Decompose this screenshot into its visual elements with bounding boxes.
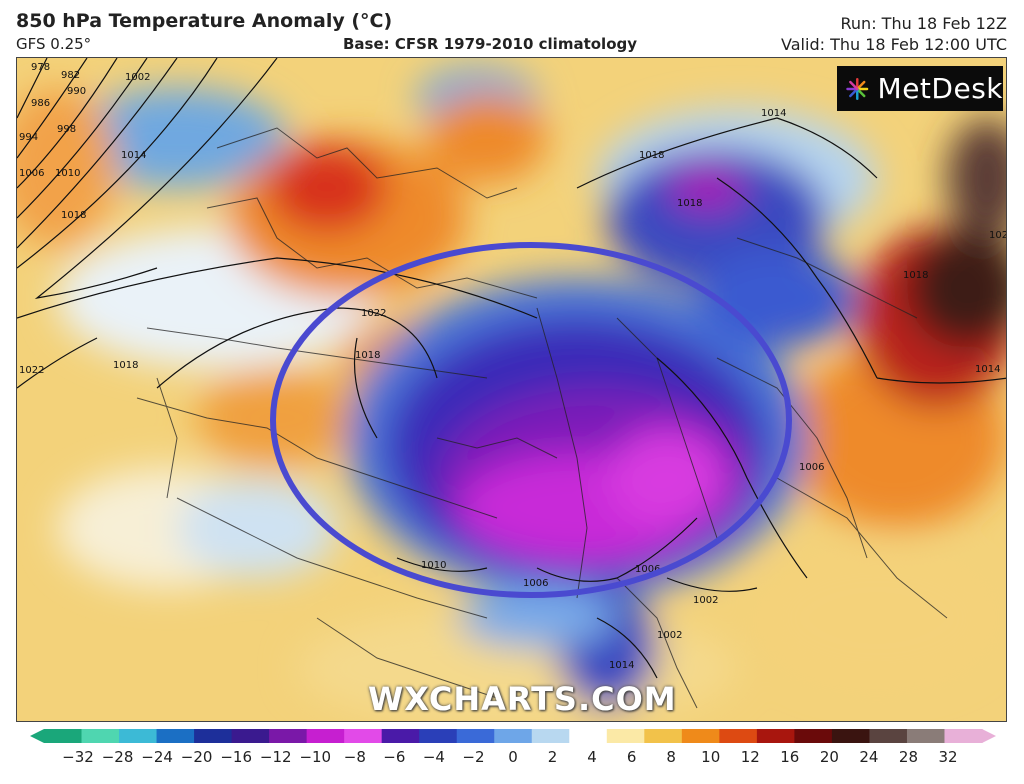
colorbar (30, 728, 996, 743)
isobar-label: 1018 (677, 198, 702, 209)
colorbar-segment (644, 729, 683, 743)
colorbar-segment (306, 729, 345, 743)
colorbar-tick-label: 32 (938, 748, 958, 766)
colorbar-ticks: −32 −28 −24 −20 −16 −12 −10 −8 −6 −4 −2 0 2 4 6 8 10 12 16… (0, 748, 1024, 768)
colorbar-tick-label: 4 (587, 748, 597, 766)
isobar-label: 1006 (19, 168, 44, 179)
isobar-label: 1018 (903, 270, 928, 281)
colorbar-tick-label: 6 (626, 748, 637, 766)
isobar-label: 1014 (609, 660, 634, 671)
isobar-label: 1014 (761, 108, 786, 119)
colorbar-tick-label: −16 (220, 748, 252, 766)
colorbar-right-arrow (982, 729, 996, 743)
isobar-label: 1014 (975, 364, 1000, 375)
colorbar-segment (456, 729, 495, 743)
colorbar-segment (156, 729, 195, 743)
colorbar-segment (719, 729, 758, 743)
colorbar-tick-label: 2 (547, 748, 558, 766)
colorbar-segment (681, 729, 720, 743)
chart-title: 850 hPa Temperature Anomaly (°C) (16, 10, 393, 32)
highlight-ellipse (270, 242, 792, 598)
isobar-label: 1022 (989, 230, 1007, 241)
isobar-labels: 978 982 986 990 994 998 1002 1006 1010 1… (19, 62, 1007, 671)
run-time-label: Run: Thu 18 Feb 12Z (840, 14, 1007, 33)
colorbar-tick-label: −12 (259, 748, 292, 766)
colorbar-tick-label: −28 (101, 748, 134, 766)
isobar-label: 1006 (635, 564, 660, 575)
isobar-label: 1018 (639, 150, 664, 161)
colorbar-tick-label: −4 (422, 748, 445, 766)
model-label: GFS 0.25° (16, 35, 92, 53)
colorbar-segment (494, 729, 533, 743)
colorbar-tick-label: 28 (898, 748, 918, 766)
colorbar-tick-label: −6 (383, 748, 406, 766)
colorbar-tick-label: −10 (299, 748, 332, 766)
anomaly-field (17, 68, 1006, 721)
isobar-label: 1002 (693, 595, 718, 606)
colorbar-tick-label: 16 (780, 748, 800, 766)
isobar-label: 1018 (113, 360, 138, 371)
colorbar-segment (606, 729, 645, 743)
colorbar-segment (531, 729, 570, 743)
colorbar-tick-label: 0 (508, 748, 518, 766)
colorbar-segment (569, 729, 608, 743)
colorbar-tick-label: 12 (740, 748, 760, 766)
map-canvas: 978 982 986 990 994 998 1002 1006 1010 1… (17, 58, 1007, 721)
metdesk-burst-icon (846, 77, 869, 100)
metdesk-logo: MetDesk (837, 66, 1003, 111)
valid-time-label: Valid: Thu 18 Feb 12:00 UTC (781, 35, 1007, 54)
isobar-label: 1022 (361, 308, 386, 319)
colorbar-tick-label: 24 (859, 748, 879, 766)
wxcharts-watermark: WXCHARTS.COM (368, 680, 677, 718)
isobar-label: 982 (61, 70, 80, 81)
colorbar-segment (756, 729, 795, 743)
colorbar-svg (30, 729, 996, 743)
colorbar-segment (381, 729, 420, 743)
climatology-base-label: Base: CFSR 1979-2010 climatology (343, 35, 638, 53)
isobar-label: 1006 (523, 578, 548, 589)
isobar-label: 986 (31, 98, 50, 109)
colorbar-segment (869, 729, 908, 743)
colorbar-segment (419, 729, 458, 743)
colorbar-tick-label: −8 (343, 748, 366, 766)
colorbar-segment (831, 729, 871, 743)
isobar-label: 990 (67, 86, 86, 97)
isobar-label: 1006 (799, 462, 824, 473)
colorbar-segment (906, 729, 946, 743)
isobar-label: 1010 (421, 560, 446, 571)
isobar-label: 1010 (55, 168, 80, 179)
metdesk-logo-text: MetDesk (877, 72, 1003, 105)
isobar-label: 994 (19, 132, 38, 143)
colorbar-tick-label: 10 (701, 748, 721, 766)
colorbar-segment (231, 729, 270, 743)
colorbar-tick-label: 20 (819, 748, 839, 766)
colorbar-tick-label: 8 (666, 748, 676, 766)
colorbar-segment (119, 729, 158, 743)
colorbar-segment (344, 729, 383, 743)
colorbar-segment (194, 729, 233, 743)
colorbar-segment (944, 729, 983, 743)
isobar-label: 1002 (657, 630, 682, 641)
colorbar-left-arrow (30, 729, 44, 743)
colorbar-segment (269, 729, 308, 743)
isobar-label: 1014 (121, 150, 146, 161)
colorbar-tick-label: −32 (62, 748, 94, 766)
isobar-label: 998 (57, 124, 76, 135)
isobar-label: 1022 (19, 365, 44, 376)
colorbar-segment (44, 729, 83, 743)
colorbar-tick-label: −2 (462, 748, 485, 766)
country-borders (136, 127, 948, 709)
colorbar-segment (81, 729, 120, 743)
isobar-label: 1018 (355, 350, 380, 361)
isobar-label: 1018 (61, 210, 86, 221)
isobar-label: 978 (31, 62, 50, 73)
colorbar-tick-label: −24 (141, 748, 173, 766)
anomaly-map: 978 982 986 990 994 998 1002 1006 1010 1… (16, 57, 1007, 722)
isobar-label: 1002 (125, 72, 150, 83)
colorbar-segment (794, 729, 833, 743)
colorbar-tick-label: −20 (180, 748, 213, 766)
